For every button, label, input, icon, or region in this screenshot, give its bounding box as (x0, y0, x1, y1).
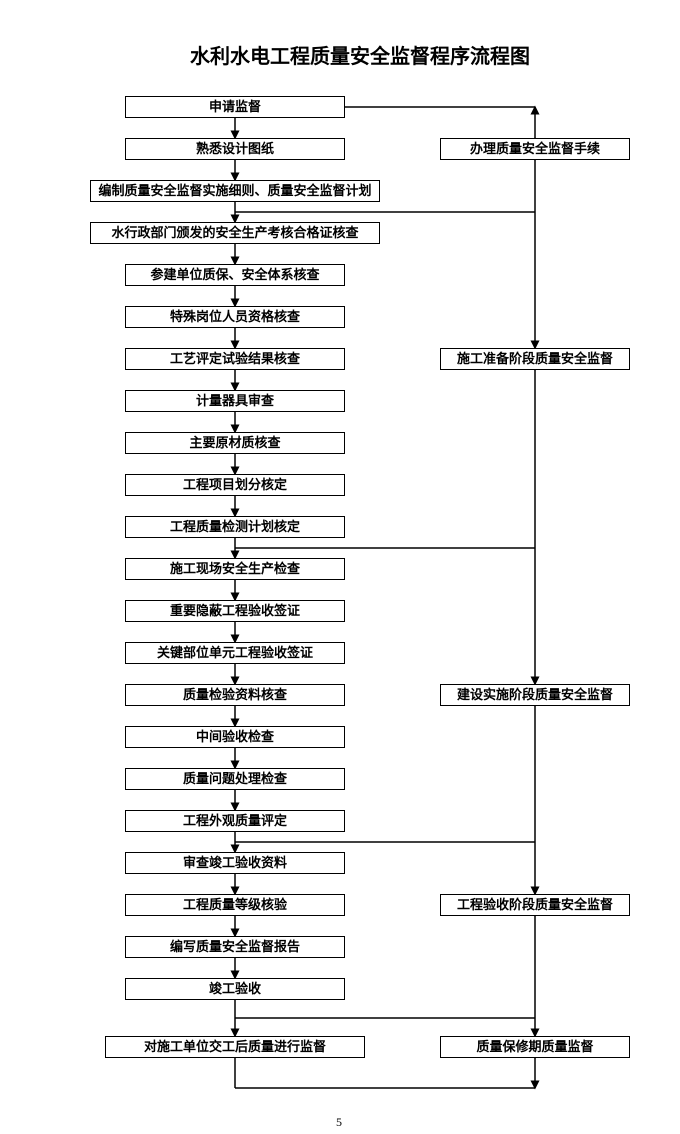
node-R1: 办理质量安全监督手续 (440, 138, 630, 160)
node-L4: 水行政部门颁发的安全生产考核合格证核查 (90, 222, 380, 244)
node-L10: 工程项目划分核定 (125, 474, 345, 496)
node-L7: 工艺评定试验结果核查 (125, 348, 345, 370)
flowchart-canvas: 水利水电工程质量安全监督程序流程图 5 申请监督熟悉设计图纸编制质量安全监督实施… (0, 0, 680, 1134)
node-L11: 工程质量检测计划核定 (125, 516, 345, 538)
node-L16: 中间验收检查 (125, 726, 345, 748)
node-L23: 对施工单位交工后质量进行监督 (105, 1036, 365, 1058)
node-L1: 申请监督 (125, 96, 345, 118)
node-L8: 计量器具审查 (125, 390, 345, 412)
node-L5: 参建单位质保、安全体系核查 (125, 264, 345, 286)
node-L2: 熟悉设计图纸 (125, 138, 345, 160)
page-number: 5 (336, 1115, 342, 1130)
node-L3: 编制质量安全监督实施细则、质量安全监督计划 (90, 180, 380, 202)
chart-title: 水利水电工程质量安全监督程序流程图 (170, 40, 550, 69)
node-L14: 关键部位单元工程验收签证 (125, 642, 345, 664)
node-L15: 质量检验资料核查 (125, 684, 345, 706)
node-L21: 编写质量安全监督报告 (125, 936, 345, 958)
node-L6: 特殊岗位人员资格核查 (125, 306, 345, 328)
node-R4: 工程验收阶段质量安全监督 (440, 894, 630, 916)
node-L17: 质量问题处理检查 (125, 768, 345, 790)
node-R5: 质量保修期质量监督 (440, 1036, 630, 1058)
node-L12: 施工现场安全生产检查 (125, 558, 345, 580)
node-L9: 主要原材质核查 (125, 432, 345, 454)
node-L22: 竣工验收 (125, 978, 345, 1000)
node-R3: 建设实施阶段质量安全监督 (440, 684, 630, 706)
node-L19: 审查竣工验收资料 (125, 852, 345, 874)
node-L20: 工程质量等级核验 (125, 894, 345, 916)
node-L18: 工程外观质量评定 (125, 810, 345, 832)
node-L13: 重要隐蔽工程验收签证 (125, 600, 345, 622)
node-R2: 施工准备阶段质量安全监督 (440, 348, 630, 370)
